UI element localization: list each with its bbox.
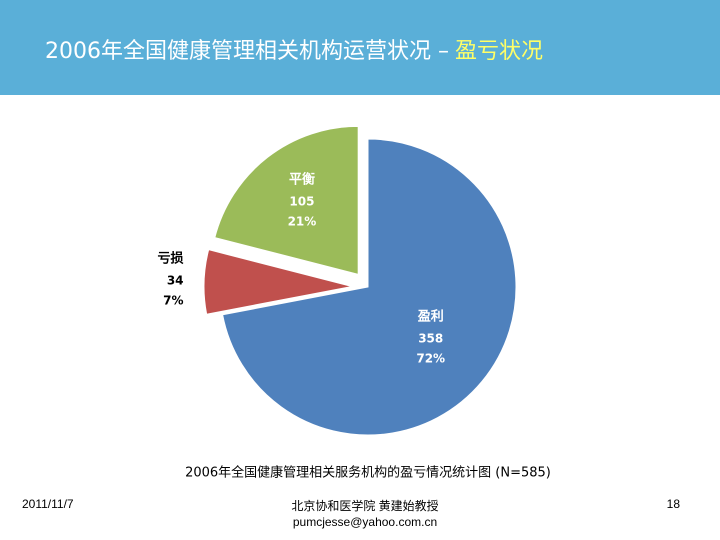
slice-percent: 72% [416,351,445,365]
slice-percent: 21% [288,214,317,228]
chart-caption: 2006年全国健康管理相关服务机构的盈亏情况统计图 (N=585) [185,465,551,481]
chart: 2006年全国健康管理相关服务机构的盈亏情况统计图 (N=585) 盈利 358 7… [158,125,551,481]
header-bar [0,0,720,95]
footer-date: 2011/11/7 [22,497,74,511]
slice-value: 105 [289,194,314,208]
pie-slice [203,249,353,315]
slice-label: 盈利 [417,308,444,324]
slice-label: 亏损 [158,250,184,266]
title-highlight: 盈亏状况 [454,39,543,64]
slice-value: 34 [167,273,184,287]
pie-slice [222,138,517,436]
title-text: 2006年全国健康管理相关机构运营状况 – [45,39,449,64]
pie-slice [214,125,359,276]
footer-author: 北京协和医学院 黄建始教授 [291,499,439,513]
page-number: 18 [666,497,680,511]
slide-title: 2006年全国健康管理相关机构运营状况 – 盈亏状况 [45,33,543,65]
slice-label: 平衡 [289,171,315,187]
slice-percent: 7% [163,293,183,307]
footer-email: pumcjesse@yahoo.com.cn [292,515,438,529]
slice-value: 358 [418,331,443,345]
